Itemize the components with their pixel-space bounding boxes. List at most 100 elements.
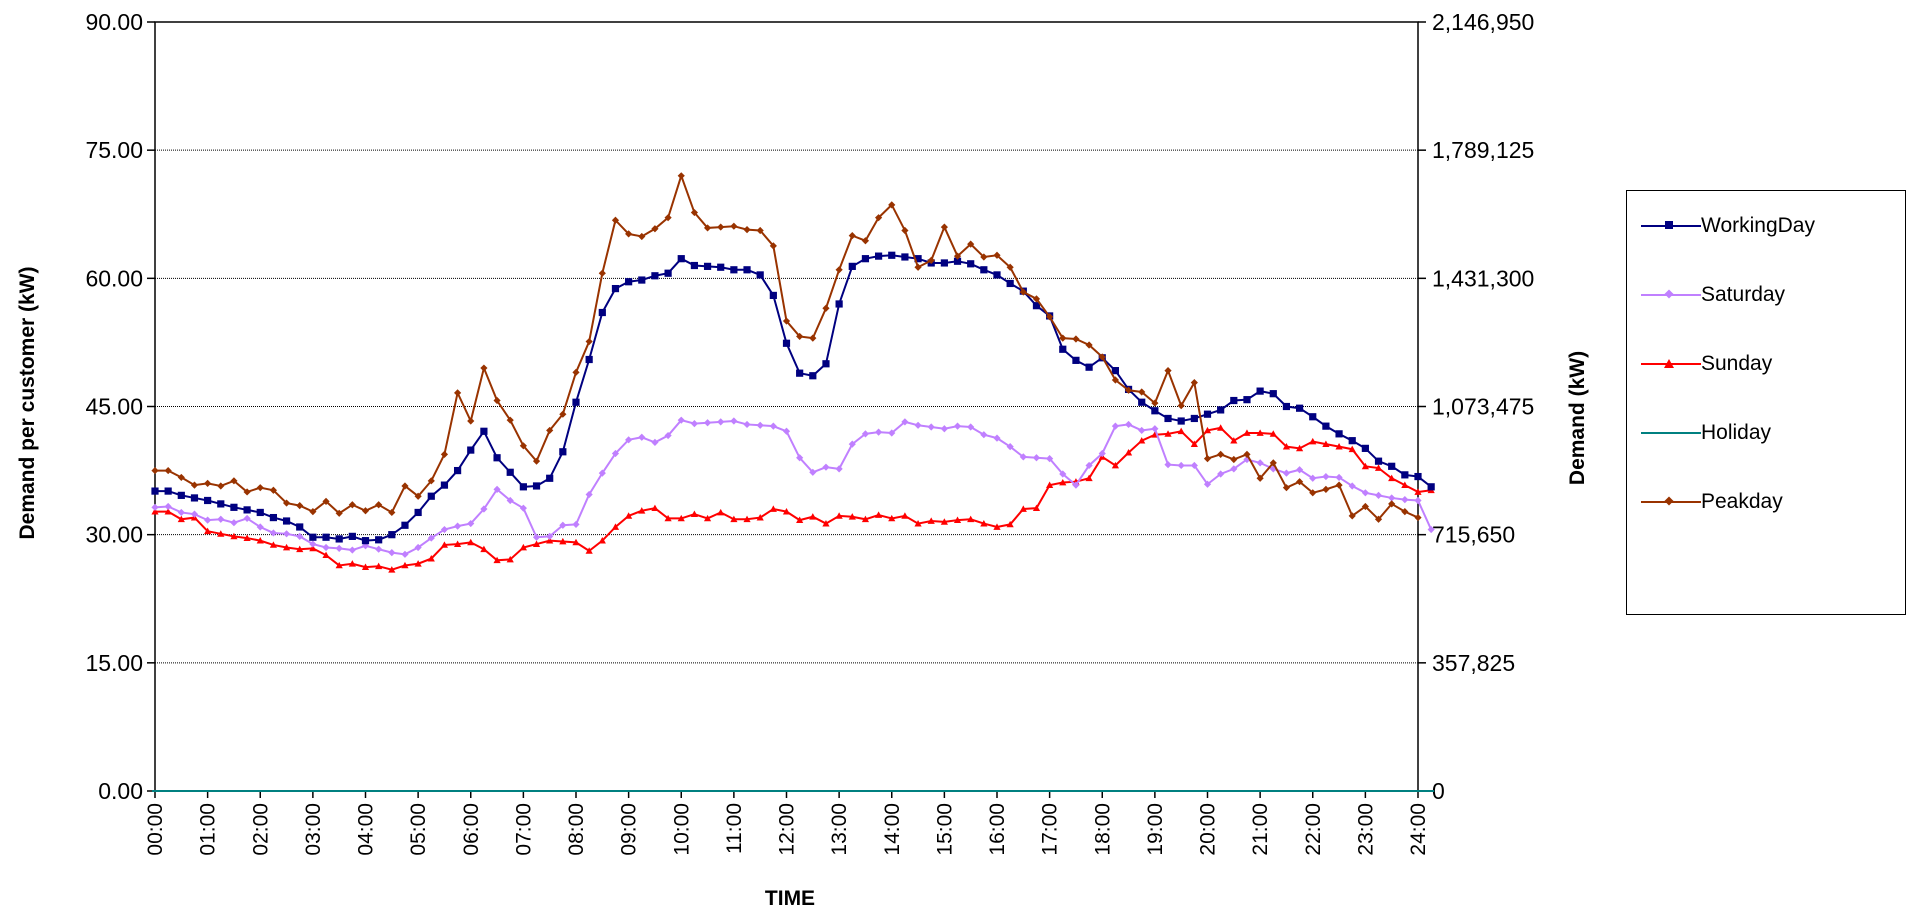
saturday-point <box>322 543 330 552</box>
workingday-point <box>901 253 909 261</box>
saturday-point <box>638 433 646 441</box>
peakday-point <box>953 252 962 260</box>
sunday-point <box>1282 443 1291 450</box>
saturday-point <box>414 543 422 552</box>
saturday-point <box>1085 461 1093 470</box>
sunday-point <box>756 513 764 521</box>
x-tick-label: 16:00 <box>986 803 1009 856</box>
sunday-point <box>322 551 330 559</box>
workingday-point <box>1059 345 1067 353</box>
saturday-point <box>1032 454 1041 462</box>
x-tick-label: 12:00 <box>776 803 799 856</box>
x-tick-label: 07:00 <box>512 803 535 856</box>
saturday-point <box>598 469 606 477</box>
workingday-point <box>309 533 317 541</box>
x-tick-label: 24:00 <box>1407 803 1430 856</box>
peakday-point <box>1414 513 1422 522</box>
sunday-point <box>532 540 541 547</box>
saturday-point <box>874 428 883 436</box>
peakday-point <box>1269 459 1277 467</box>
series-peakday <box>151 172 1422 523</box>
peakday-point <box>282 499 291 507</box>
workingday-point <box>296 523 304 531</box>
peakday-point <box>664 214 672 222</box>
y-tick-label: 0.00 <box>98 778 143 804</box>
peakday-point <box>1019 288 1027 296</box>
saturday-point <box>1059 470 1067 478</box>
saturday-point <box>1072 481 1080 489</box>
saturday-point <box>703 419 712 427</box>
x-tick-label: 14:00 <box>881 803 904 856</box>
sunday-point <box>1374 464 1383 471</box>
peakday-point <box>743 226 751 234</box>
saturday-point <box>743 420 751 429</box>
workingday-point <box>651 272 659 280</box>
x-tick-label: 09:00 <box>618 803 641 856</box>
workingday-point <box>532 482 541 490</box>
legend-swatch <box>1637 349 1701 379</box>
sunday-point <box>1269 430 1277 437</box>
saturday-point <box>625 436 633 444</box>
workingday-point <box>756 271 764 279</box>
peakday-point <box>717 223 725 231</box>
sunday-point <box>467 538 475 546</box>
sunday-point <box>638 507 646 514</box>
saturday-point <box>532 533 541 541</box>
workingday-point <box>914 255 922 263</box>
peakday-point <box>493 396 501 405</box>
peakday-point <box>453 389 462 397</box>
saturday-point <box>1217 470 1225 478</box>
sunday-point <box>1177 427 1185 435</box>
sunday-point <box>1256 429 1264 436</box>
saturday-point <box>296 532 304 540</box>
peakday-point <box>1203 455 1212 463</box>
x-tick-label: 02:00 <box>249 803 272 856</box>
saturday-point <box>1401 496 1409 504</box>
workingday-point <box>322 533 330 541</box>
sunday-point <box>1111 461 1120 469</box>
sunday-point <box>1414 488 1422 495</box>
workingday-point <box>1269 390 1277 398</box>
sunday-point <box>1085 474 1093 482</box>
sunday-point <box>1164 430 1172 437</box>
peakday-point <box>861 237 870 245</box>
workingday-point <box>1414 472 1422 481</box>
series-lines <box>151 172 1435 792</box>
peakday-point <box>1309 489 1317 497</box>
x-tick-label: 18:00 <box>1091 803 1114 856</box>
y-tick-label: 15.00 <box>85 650 143 676</box>
peakday-point <box>940 223 948 231</box>
peakday-point <box>243 488 251 496</box>
workingday-point <box>730 266 738 274</box>
peakday-point <box>401 482 409 490</box>
sunday-point <box>1019 505 1027 512</box>
sunday-point <box>1361 462 1369 470</box>
sunday-point <box>296 545 304 553</box>
saturday-point <box>651 438 659 446</box>
saturday-point <box>1309 474 1317 482</box>
saturday-point <box>1335 473 1343 482</box>
x-axis-ticks: 00:00 01:00 02:00 03:00 04:00 05:00 06:00 07:00… <box>144 791 1430 856</box>
peakday-point <box>1072 335 1080 343</box>
saturday-point <box>546 532 554 540</box>
sunday-point <box>256 537 264 544</box>
workingday-point <box>506 468 514 476</box>
peakday-point <box>375 501 383 509</box>
workingday-point <box>375 536 383 544</box>
saturday-point <box>1269 465 1277 473</box>
peakday-point <box>967 240 975 248</box>
peakday-point <box>322 497 330 505</box>
x-tick-label: 04:00 <box>355 803 378 856</box>
workingday-point <box>204 496 212 505</box>
peakday-point <box>1256 474 1264 482</box>
x-tick-label: 20:00 <box>1197 803 1220 856</box>
peakday-point <box>874 214 883 222</box>
workingday-point <box>1032 302 1041 310</box>
legend-label: Holiday <box>1701 421 1772 444</box>
right-axis-label: Demand (kW) <box>1566 351 1589 485</box>
saturday-point <box>230 519 238 527</box>
sunday-point <box>401 561 409 569</box>
sunday-point <box>1230 437 1238 444</box>
saturday-point <box>953 422 962 430</box>
workingday-point <box>243 506 251 514</box>
